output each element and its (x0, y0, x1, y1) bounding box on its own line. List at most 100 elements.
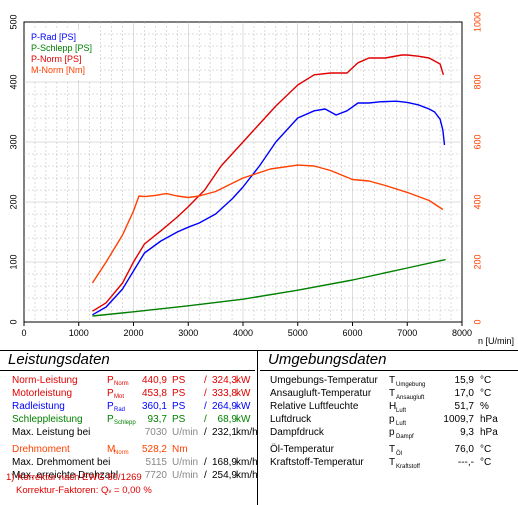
umgebung-unit: % (480, 401, 489, 412)
leistung-value-2: 168,9 (211, 457, 237, 468)
umgebung-symbol-sub: Dampf (396, 434, 414, 440)
umgebung-symbol: T (389, 375, 396, 386)
right-tick-label: 800 (472, 74, 482, 89)
leistung-symbol: P (107, 401, 114, 412)
leistung-row: Max. Drehmoment bei 5115 U/min / 168,9 km/h (0, 456, 258, 469)
leistung-separator: / (204, 457, 207, 468)
leistung-symbol-sub: Norm (114, 381, 129, 387)
leistung-unit-1: PS (172, 401, 186, 412)
korrektur-faktoren-sub: v (108, 489, 112, 495)
leistung-row: Drehmoment M Norm 528,2 Nm (0, 443, 255, 456)
left-tick-label: 0 (8, 319, 18, 324)
legend-entry-3: P-Norm [PS] (31, 54, 82, 64)
leistung-unit-1: PS (172, 375, 186, 386)
x-tick-label: 0 (21, 328, 26, 338)
umgebung-row: Kraftstoff-Temperatur T Kraftstoff ---,- °C (260, 456, 518, 470)
umgebung-symbol-sub: Ansaugluft (396, 395, 425, 401)
leistung-unit-2: kW (236, 388, 251, 399)
leistung-symbol: M (107, 444, 116, 455)
leistung-unit-2: km/h (236, 427, 258, 438)
leistung-value-1: 93,7 (147, 414, 167, 425)
leistung-value-1: 453,8 (141, 388, 167, 399)
x-tick-label: 4000 (233, 328, 253, 338)
umgebungsdaten-panel: Umgebungsdaten Umgebungs-Temperatur T Umge… (260, 350, 518, 505)
x-tick-label: 2000 (123, 328, 143, 338)
leistung-unit-2: kW (236, 414, 251, 425)
divider-horizontal (0, 350, 518, 351)
umgebung-row: Umgebungs-Temperatur T Umgebung 15,9 °C (260, 374, 518, 388)
umgebung-label: Luftdruck (270, 414, 312, 425)
umgebung-unit: °C (480, 444, 492, 455)
umgebung-label: Umgebungs-Temperatur (270, 375, 378, 386)
series-line-4 (91, 164, 444, 284)
leistung-symbol-sub: Schlepp (114, 420, 136, 426)
korrektur-faktoren-label: Korrektur-Faktoren: Q (16, 485, 109, 496)
right-tick-label: 600 (472, 134, 482, 149)
leistung-unit-2: kW (236, 375, 251, 386)
leistung-value-1: 528,2 (141, 444, 167, 455)
leistung-label: Drehmoment (12, 444, 70, 455)
leistung-unit-1: Nm (172, 444, 188, 455)
umgebung-symbol-sub: Kraftstoff (396, 464, 420, 470)
leistung-value-1: 7030 (144, 427, 167, 438)
x-tick-label: 6000 (342, 328, 362, 338)
series-line-3 (92, 54, 445, 312)
x-tick-label: 5000 (288, 328, 308, 338)
right-tick-label: 200 (472, 254, 482, 269)
umgebung-unit: °C (480, 375, 492, 386)
x-tick-label: 3000 (178, 328, 198, 338)
left-tick-label: 500 (8, 14, 18, 29)
right-tick-label: 0 (472, 319, 482, 324)
umgebung-row: Ansaugluft-Temperatur T Ansaugluft 17,0 °C (260, 387, 518, 401)
leistung-value-1: 5115 (145, 457, 167, 468)
x-tick-label: 1000 (69, 328, 89, 338)
umgebung-value: 17,0 (454, 388, 474, 399)
x-tick-label: 7000 (397, 328, 417, 338)
umgebung-value: 1009,7 (443, 414, 474, 425)
leistung-unit-1: PS (172, 414, 186, 425)
umgebung-unit: hPa (480, 427, 498, 438)
leistung-row: Max. erreichte Drehzahl 7720 U/min / 254,9 km… (0, 469, 258, 482)
leistung-value-2: 68,9 (217, 414, 237, 425)
legend-entry-2: P-Schlepp [PS] (31, 43, 92, 53)
leistung-value-2: 333,8 (211, 388, 237, 399)
korrektur-faktoren-value: = 0,00 % (114, 485, 152, 496)
umgebung-unit: hPa (480, 414, 498, 425)
umgebung-row: Relative Luftfeuchte H Luft 51,7% (260, 400, 518, 414)
umgebung-row: Dampfdruck p Dampf 9,3 hPa (260, 426, 518, 440)
leistung-row: Max. Leistung bei 7030 U/min / 232,1 km/h (0, 426, 258, 439)
umgebung-row: Luftdruck p Luft 1009,7 hPa (260, 413, 518, 427)
leistung-value-2: 324,3 (211, 375, 237, 386)
legend-entry-1: P-Rad [PS] (31, 32, 76, 42)
umgebung-symbol-sub: Öl (396, 451, 402, 457)
right-tick-label: 400 (472, 194, 482, 209)
leistung-symbol: P (107, 414, 114, 425)
leistung-value-1: 360,1 (141, 401, 167, 412)
leistung-label: Radleistung (12, 401, 65, 412)
leistung-separator: / (204, 401, 207, 412)
leistung-label: Schleppleistung (12, 414, 83, 425)
leistung-label: Norm-Leistung (12, 375, 78, 386)
umgebung-value: 15,9 (454, 375, 474, 386)
umgebung-label: Ansaugluft-Temperatur (270, 388, 372, 399)
leistung-unit-2: km/h (236, 470, 258, 481)
left-tick-label: 200 (8, 194, 18, 209)
divider-vertical (257, 350, 258, 505)
series-line-2 (92, 258, 446, 317)
leistung-separator: / (204, 375, 207, 386)
umgebungsdaten-title: Umgebungsdaten (260, 350, 518, 371)
leistung-symbol-sub: Norm (114, 450, 129, 456)
leistungsdaten-panel: Leistungsdaten Norm-Leistung P Norm 440,9 PS… (0, 350, 258, 505)
leistung-symbol: P (107, 375, 114, 386)
umgebung-symbol-sub: Luft (396, 421, 407, 427)
leistung-row: Motorleistung P Mot 453,8 PS / 333,8 kW (0, 387, 255, 400)
umgebung-value: 76,0 (454, 444, 474, 455)
leistung-label: Max. Leistung bei (12, 427, 91, 438)
umgebung-symbol-sub: Umgebung (396, 382, 426, 388)
x-axis-label: n [U/min] (478, 336, 514, 346)
legend-box (28, 30, 100, 80)
umgebung-label: Relative Luftfeuchte (270, 401, 359, 412)
korrektur-faktoren: Korrektur-Faktoren: Qv = 0,00 % (16, 485, 152, 496)
korrektur-note: 1) Korrektur nach EWG 80/1269 (6, 472, 142, 483)
